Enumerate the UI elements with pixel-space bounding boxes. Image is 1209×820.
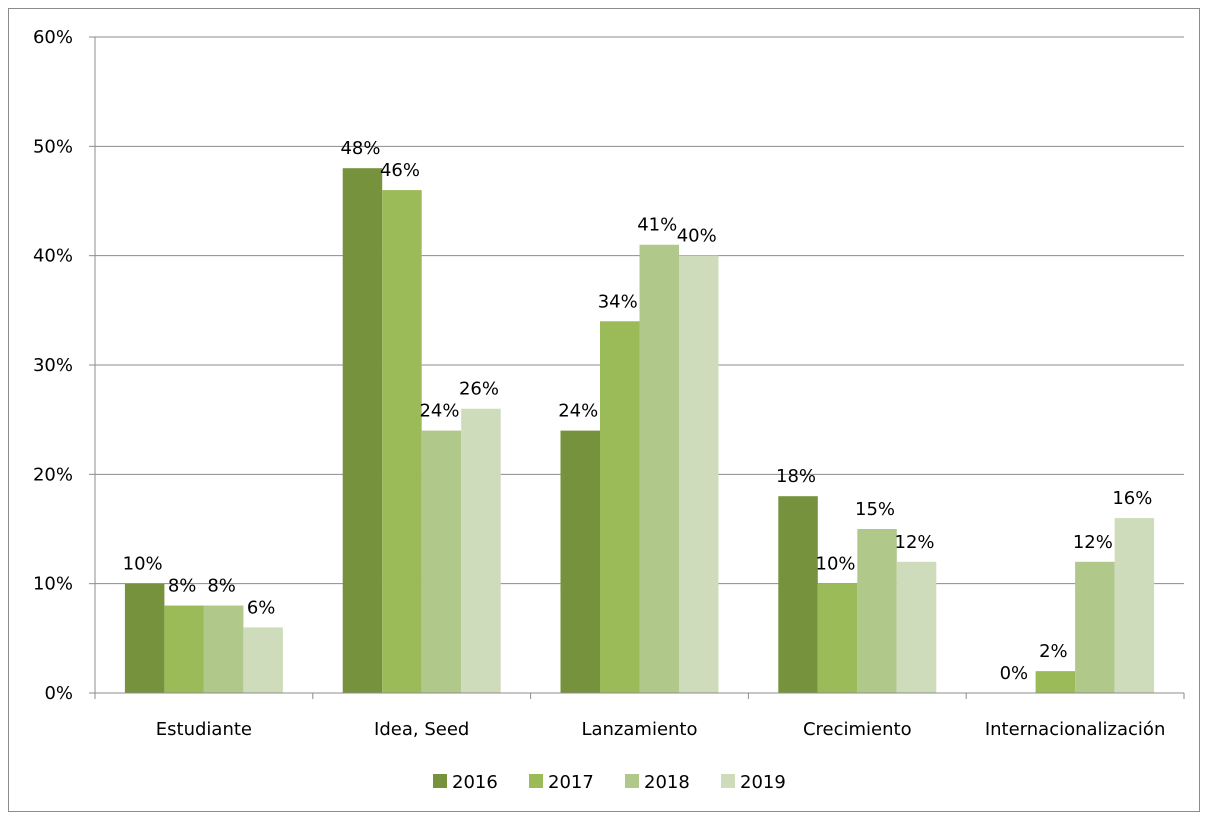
data-label: 2% [1039, 641, 1068, 662]
data-label: 46% [380, 160, 420, 181]
legend-swatch [433, 774, 447, 788]
x-category-label: Internacionalización [985, 719, 1166, 740]
data-label: 48% [340, 138, 380, 159]
data-label: 41% [637, 215, 677, 236]
bar [382, 190, 422, 694]
bar [896, 561, 937, 693]
x-category-label: Lanzamiento [581, 719, 697, 740]
x-category-label: Crecimiento [803, 719, 912, 740]
legend-label: 2019 [740, 772, 786, 793]
bar [817, 583, 858, 693]
data-label: 24% [558, 401, 598, 422]
legend-swatch [721, 774, 735, 788]
bar [560, 430, 600, 693]
grid-lines [95, 36, 1184, 585]
data-label: 12% [895, 532, 935, 553]
bar [857, 529, 897, 693]
y-tick-label: 40% [33, 246, 73, 267]
legend: 2016 2017 2018 2019 [433, 772, 786, 793]
bar [243, 627, 283, 693]
legend-label: 2016 [452, 772, 498, 793]
data-label: 15% [855, 499, 895, 520]
data-label: 8% [207, 576, 236, 597]
y-tick-label: 50% [33, 136, 73, 157]
legend-swatch [529, 774, 543, 788]
bar [1075, 561, 1115, 693]
bar [203, 605, 244, 693]
data-label: 8% [168, 576, 197, 597]
bars [124, 168, 1155, 694]
legend-label: 2017 [548, 772, 594, 793]
data-label: 40% [677, 226, 717, 247]
data-label: 24% [419, 401, 459, 422]
bar [778, 496, 818, 693]
data-label: 18% [776, 466, 816, 487]
y-tick-label: 10% [33, 574, 73, 595]
data-label: 12% [1073, 532, 1113, 553]
x-category-label: Estudiante [156, 719, 252, 740]
bar [164, 605, 204, 693]
bar [1035, 671, 1076, 693]
data-label: 10% [816, 554, 856, 575]
bar [421, 430, 462, 693]
bar [342, 168, 383, 693]
data-label: 6% [247, 597, 276, 618]
axes: 0% 10% 20% 30% 40% 50% 60% Estudiante Idea, Seed… [33, 27, 1185, 740]
data-label: 10% [123, 554, 163, 575]
bar [461, 408, 501, 693]
x-category-label: Idea, Seed [374, 719, 469, 740]
y-tick-label: 20% [33, 464, 73, 485]
y-tick-label: 30% [33, 355, 73, 376]
data-label: 0% [1000, 663, 1029, 684]
bar [1114, 518, 1155, 693]
data-label: 26% [459, 379, 499, 400]
y-tick-label: 0% [44, 683, 73, 704]
bar [679, 255, 719, 693]
y-tick-label: 60% [33, 27, 73, 48]
data-labels: 10%8% 8%6%48%46%24%26%24%34%41%40%18%10%1… [123, 138, 1153, 684]
data-label: 34% [598, 291, 638, 312]
legend-label: 2018 [644, 772, 690, 793]
bar [124, 583, 165, 693]
legend-swatch [625, 774, 639, 788]
data-label: 16% [1112, 488, 1152, 509]
bar [639, 244, 679, 693]
bar [600, 321, 640, 693]
